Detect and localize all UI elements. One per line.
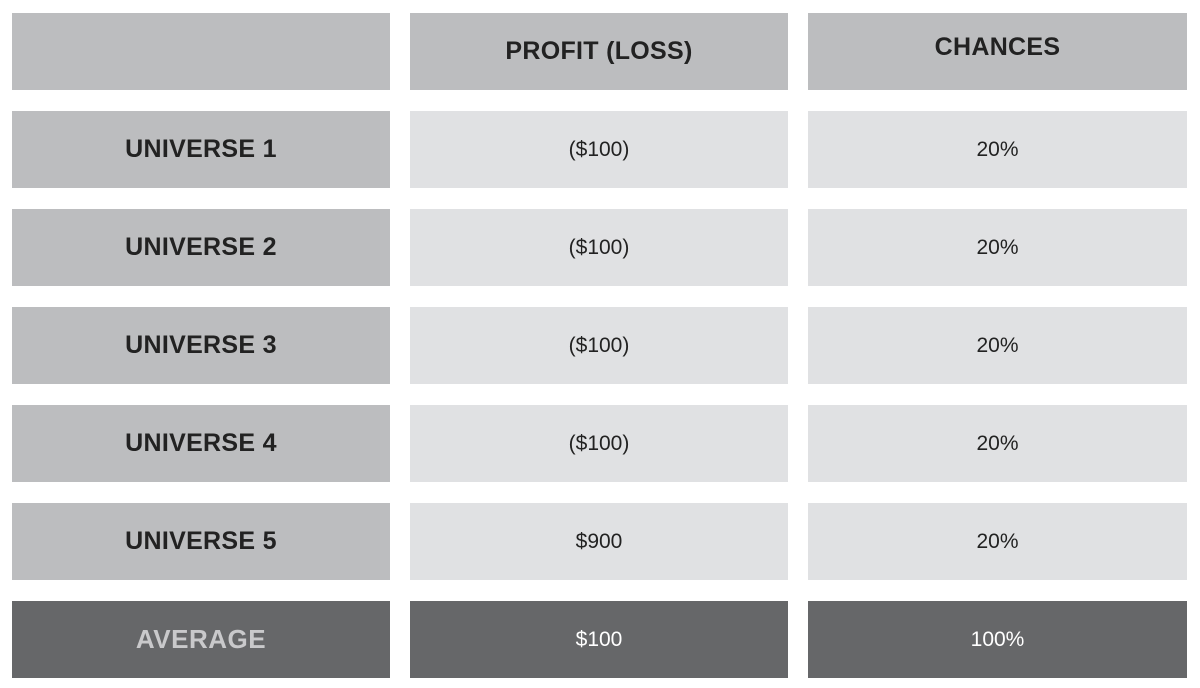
profit-cell-universe-3: ($100)	[410, 307, 788, 384]
chances-cell-universe-2: 20%	[808, 209, 1187, 286]
header-profit-loss: PROFIT (LOSS)	[410, 13, 788, 90]
chances-cell-universe-5: 20%	[808, 503, 1187, 580]
profit-cell-average: $100	[410, 601, 788, 678]
row-label-universe-4: UNIVERSE 4	[12, 405, 390, 482]
universe-table: PROFIT (LOSS) CHANCES UNIVERSE 1 ($100) …	[12, 13, 1187, 678]
profit-cell-universe-2: ($100)	[410, 209, 788, 286]
row-label-universe-3: UNIVERSE 3	[12, 307, 390, 384]
row-label-universe-2: UNIVERSE 2	[12, 209, 390, 286]
chances-cell-universe-4: 20%	[808, 405, 1187, 482]
chances-cell-universe-1: 20%	[808, 111, 1187, 188]
profit-cell-universe-4: ($100)	[410, 405, 788, 482]
chances-cell-average: 100%	[808, 601, 1187, 678]
row-label-universe-1: UNIVERSE 1	[12, 111, 390, 188]
profit-cell-universe-5: $900	[410, 503, 788, 580]
row-label-universe-5: UNIVERSE 5	[12, 503, 390, 580]
row-label-average: AVERAGE	[12, 601, 390, 678]
profit-cell-universe-1: ($100)	[410, 111, 788, 188]
header-chances: CHANCES	[808, 13, 1187, 90]
chances-cell-universe-3: 20%	[808, 307, 1187, 384]
header-corner-cell	[12, 13, 390, 90]
